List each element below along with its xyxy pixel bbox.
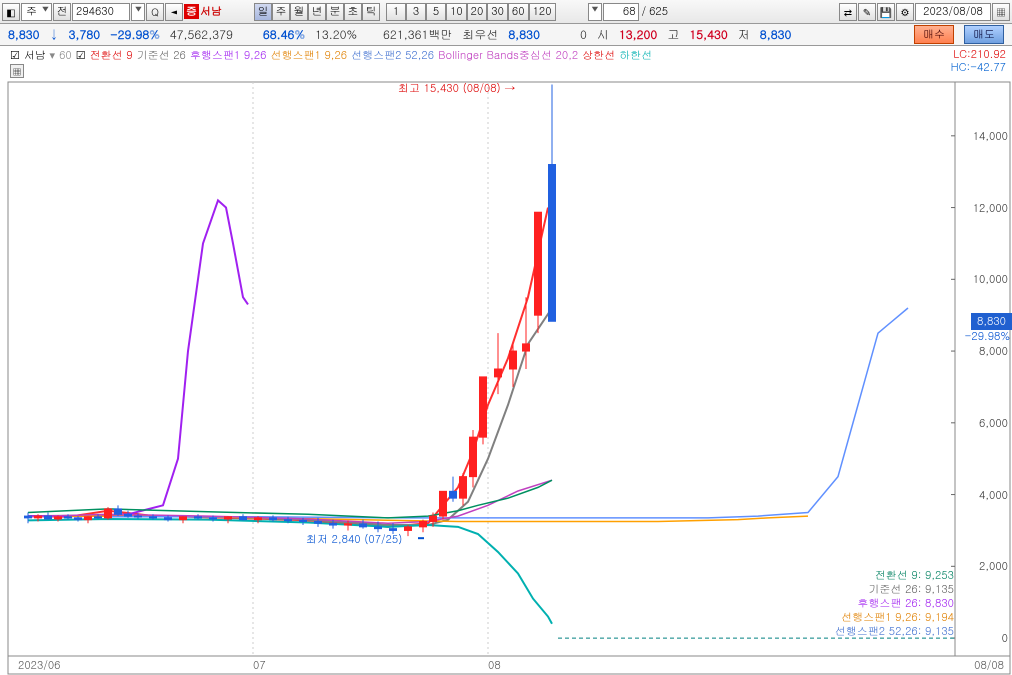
x-label-right: 08/08 [974, 658, 1004, 673]
y-tick-label: 2,000 [979, 559, 1008, 574]
main-toolbar: ◧ 주 전 Q ◄ 증 서남 일주월년분초틱 13510203060120 / … [0, 0, 1012, 24]
change-arrow-icon: ↓ [50, 26, 59, 43]
search-icon[interactable]: Q [146, 3, 164, 21]
y-tick-label: 4,000 [979, 488, 1008, 503]
ichimoku-value-row: 후행스팬 26: 8,830 [835, 597, 954, 611]
calendar-icon[interactable]: ▦ [992, 3, 1010, 21]
panel-icon[interactable]: ◧ [2, 3, 20, 21]
y-tick-label: 6,000 [979, 416, 1008, 431]
current-pct-tag: -29.98% [965, 329, 1010, 344]
pct-stat-1: 68.46% [263, 26, 305, 43]
low-value: 8,830 [760, 26, 792, 43]
high-label: 고 [667, 26, 679, 43]
timeframe-btn-주[interactable]: 주 [272, 3, 290, 21]
open-value: 13,200 [619, 26, 657, 43]
interval-btn-20[interactable]: 20 [467, 3, 488, 21]
timeframe-btn-년[interactable]: 년 [308, 3, 326, 21]
y-tick-label: 0 [1002, 631, 1008, 646]
stock-name: 서남 [200, 4, 222, 19]
pct-stat-2: 13.20% [315, 26, 357, 43]
timeframe-btn-월[interactable]: 월 [290, 3, 308, 21]
interval-group: 13510203060120 [386, 3, 556, 21]
interval-btn-5[interactable]: 5 [426, 3, 446, 21]
zero-value: 0 [580, 26, 587, 43]
timeframe-btn-초[interactable]: 초 [344, 3, 362, 21]
pager-total: 625 [649, 4, 668, 19]
market-badge: 증 [184, 4, 199, 19]
interval-btn-60[interactable]: 60 [508, 3, 529, 21]
timeframe-group: 일주월년분초틱 [254, 3, 380, 21]
interval-btn-10[interactable]: 10 [446, 3, 467, 21]
gear-icon[interactable]: ⚙ [896, 3, 914, 21]
ichimoku-values: 전환선 9: 9,253기준선 26: 9,135후행스팬 26: 8,830선… [835, 569, 954, 639]
timeframe-btn-일[interactable]: 일 [254, 3, 272, 21]
timeframe-btn-분[interactable]: 분 [326, 3, 344, 21]
interval-btn-3[interactable]: 3 [406, 3, 426, 21]
price-change-pct: -29.98% [110, 26, 160, 43]
tool-icon-2[interactable]: ✎ [858, 3, 876, 21]
interval-btn-120[interactable]: 120 [529, 3, 556, 21]
stats-bar: 8,830 ↓ 3,780 -29.98% 47,562,379 68.46% … [0, 24, 1012, 46]
x-tick-label: 2023/06 [18, 658, 61, 673]
high-value: 15,430 [689, 26, 727, 43]
view-mode-dropdown[interactable]: 주 [21, 3, 52, 21]
volume: 47,562,379 [170, 26, 233, 43]
save-icon[interactable]: 💾 [877, 3, 895, 21]
chart-area[interactable]: ☑ 서남 ▾ 60 ☑ 전환선 9 기준선 26 후행스팬1 9,26 선행스팬… [0, 46, 1012, 675]
priority-value: 8,830 [508, 26, 540, 43]
open-label: 시 [597, 26, 609, 43]
low-label: 저 [738, 26, 750, 43]
y-tick-label: 14,000 [973, 129, 1008, 144]
interval-btn-30[interactable]: 30 [487, 3, 508, 21]
tool-icon-1[interactable]: ⇄ [839, 3, 857, 21]
sell-button[interactable]: 매도 [964, 25, 1004, 44]
prev-icon[interactable]: ◄ [165, 3, 183, 21]
ichimoku-value-row: 선행스팬2 52,26: 9,135 [835, 625, 954, 639]
y-tick-label: 8,000 [979, 344, 1008, 359]
indicator-dropdown[interactable] [588, 3, 602, 21]
pager-current-input[interactable] [603, 3, 639, 21]
buy-button[interactable]: 매수 [914, 25, 954, 44]
stock-code-input[interactable] [72, 3, 130, 21]
timeframe-btn-틱[interactable]: 틱 [362, 3, 380, 21]
date-input[interactable] [915, 3, 991, 21]
x-tick-label: 07 [253, 658, 266, 673]
current-price-tag: 8,830 [971, 313, 1012, 330]
low-annotation: 최저 2,840 (07/25) [306, 532, 402, 547]
y-tick-label: 12,000 [973, 201, 1008, 216]
pager-slash: / [640, 4, 649, 19]
interval-btn-1[interactable]: 1 [386, 3, 406, 21]
ichimoku-value-row: 기준선 26: 9,135 [835, 583, 954, 597]
code-dropdown[interactable] [131, 3, 145, 21]
y-tick-label: 10,000 [973, 272, 1008, 287]
ichimoku-value-row: 선행스팬1 9,26: 9,194 [835, 611, 954, 625]
current-price: 8,830 [8, 26, 40, 43]
trade-amount: 621,361백만 [383, 26, 452, 43]
ichimoku-value-row: 전환선 9: 9,253 [835, 569, 954, 583]
scope-button[interactable]: 전 [53, 3, 71, 21]
x-tick-label: 08 [488, 658, 501, 673]
high-annotation: 최고 15,430 (08/08) → [398, 81, 515, 96]
price-change: 3,780 [69, 26, 101, 43]
priority-label: 최우선 [462, 26, 498, 43]
